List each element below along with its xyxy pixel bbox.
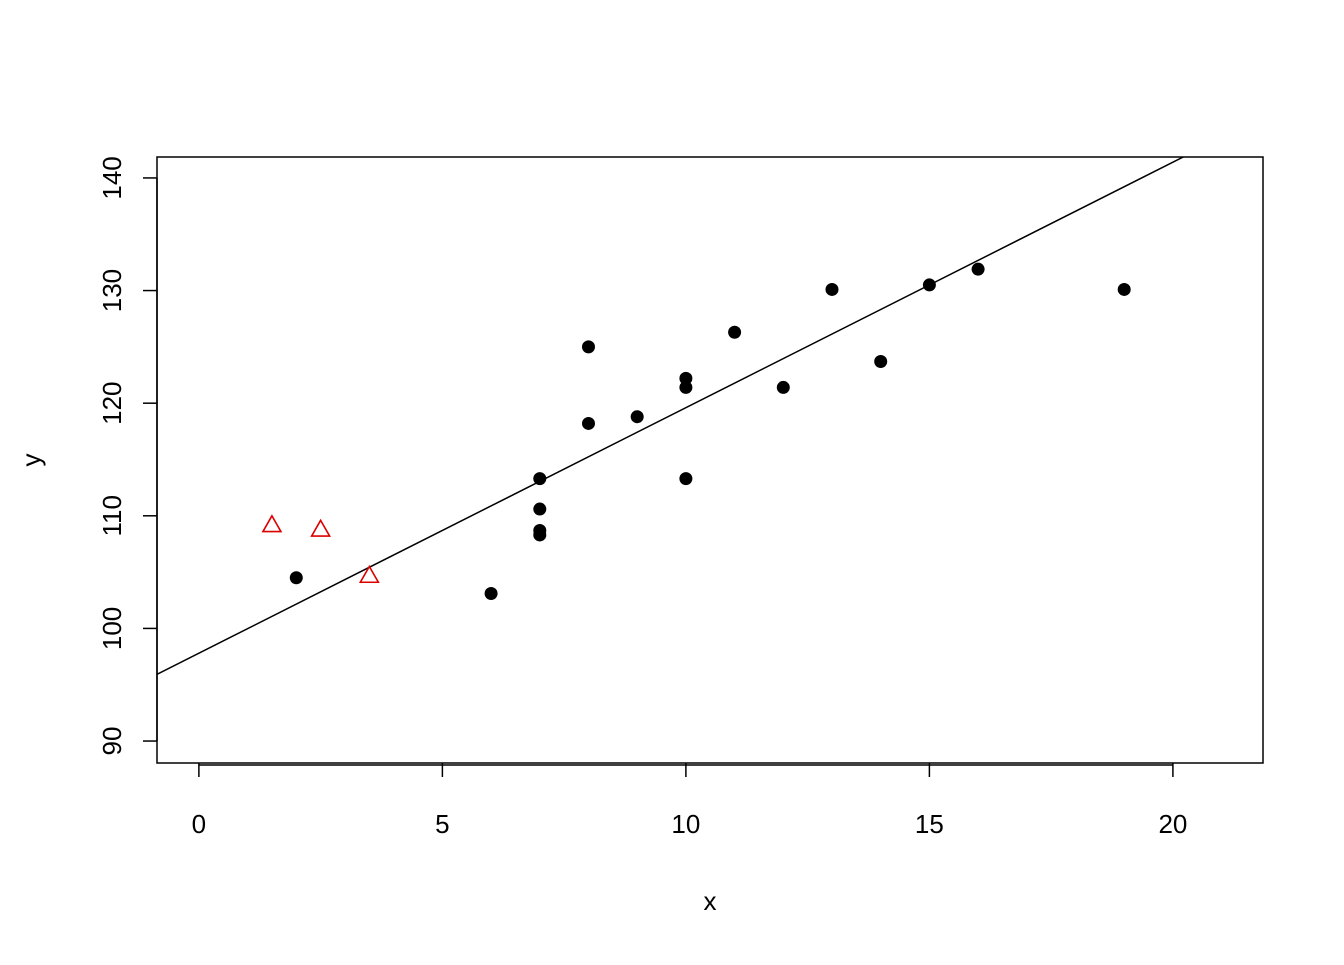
x-tick-label: 15 [915,809,944,839]
point [533,502,547,516]
point [533,528,547,542]
y-axis-label: y [16,454,46,467]
point [484,587,498,601]
y-tick-label: 100 [97,607,127,650]
x-tick-label: 0 [192,809,206,839]
y-tick-label: 120 [97,381,127,424]
y-tick-label: 110 [97,495,127,536]
plot-frame [156,156,1264,764]
x-tick-label: 20 [1158,809,1187,839]
triangle-point [261,514,283,533]
plot-area [157,157,1185,675]
point [776,380,790,394]
point [971,262,985,276]
point [825,282,839,296]
point [581,416,595,430]
x-axis-label: x [704,886,717,916]
point [533,472,547,486]
triangle-point [358,564,380,584]
point [922,278,936,292]
point [679,371,693,385]
y-tick-label: 140 [97,156,127,199]
point [728,325,742,339]
point [581,340,595,354]
point [679,472,693,486]
regression-line [157,157,1185,675]
point [289,571,303,585]
point [874,355,888,369]
x-tick-label: 5 [435,809,449,839]
point [630,410,644,424]
x-tick-label: 10 [671,809,700,839]
y-tick-label: 130 [97,269,127,312]
point [679,380,693,394]
point [1117,282,1131,296]
y-tick-label: 90 [97,727,127,756]
triangle-point [310,518,332,537]
